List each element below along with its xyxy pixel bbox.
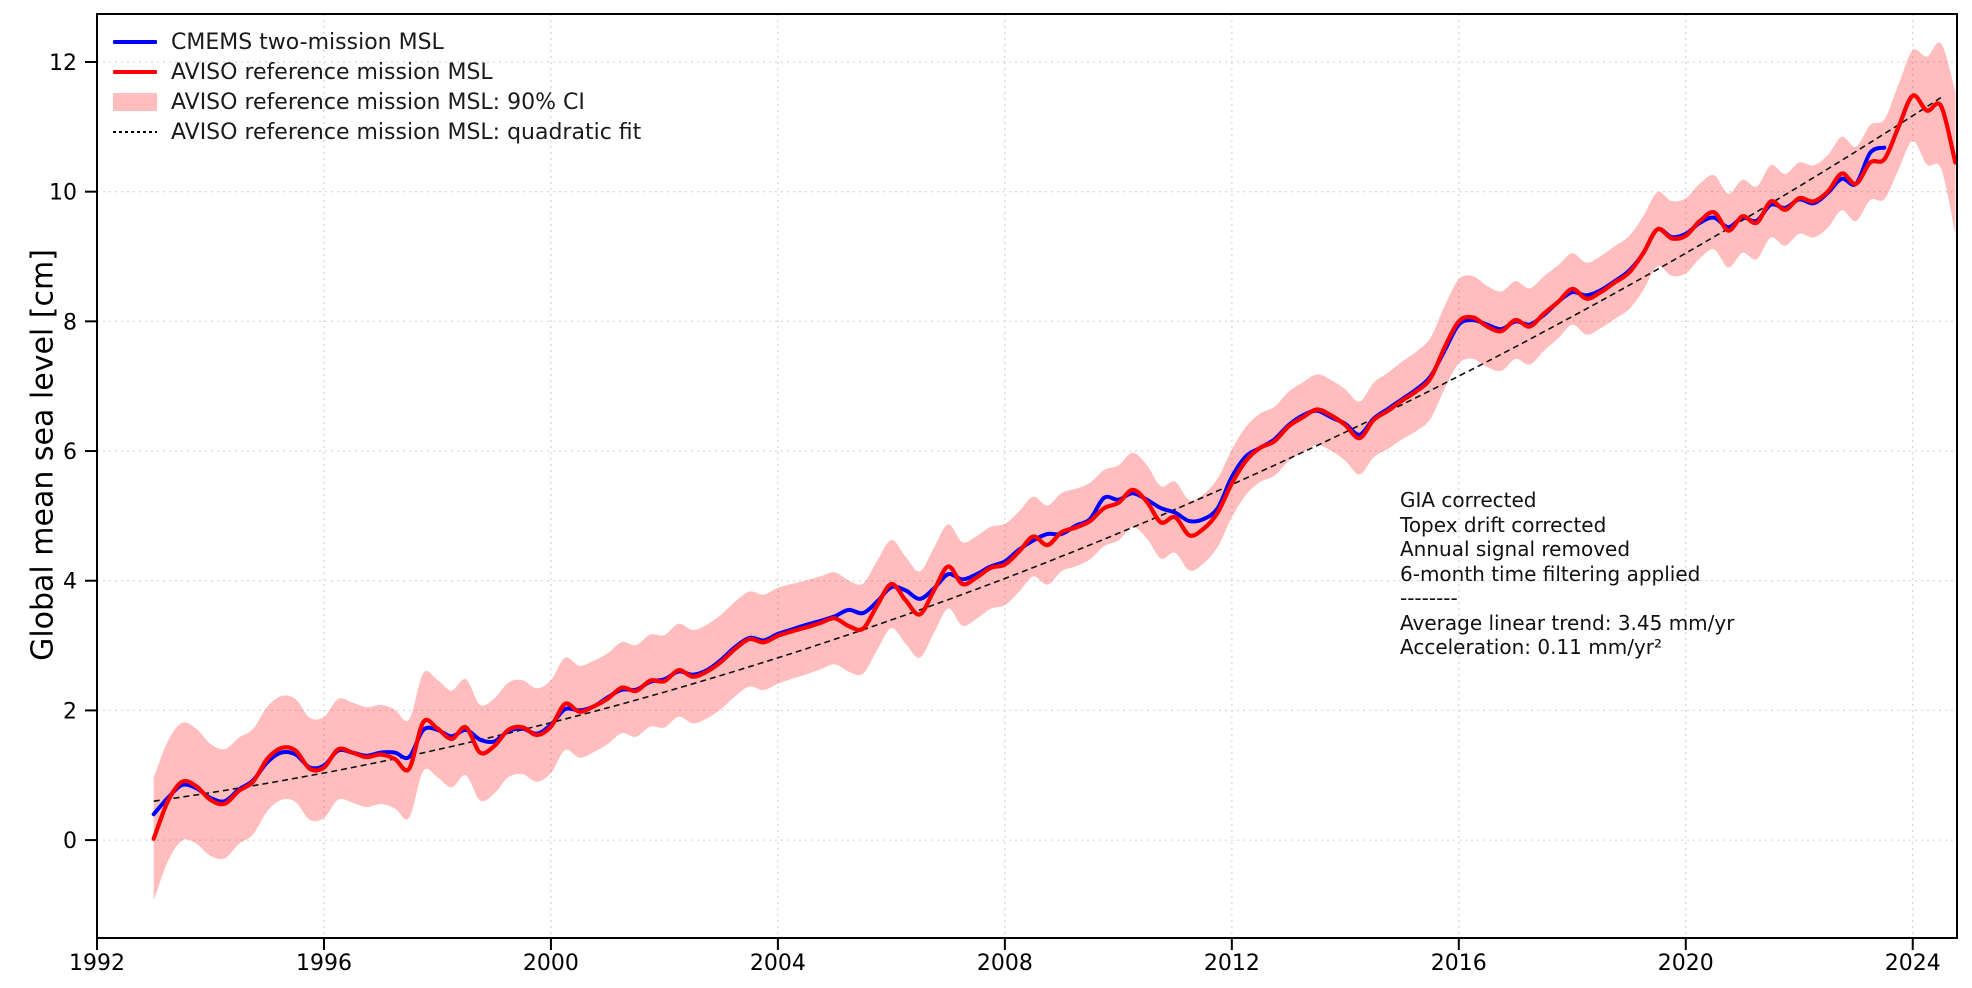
x-tick-label: 2024 — [1885, 951, 1941, 976]
y-tick-label: 10 — [49, 181, 77, 206]
legend: CMEMS two-mission MSL AVISO reference mi… — [113, 27, 641, 147]
legend-label-aviso: AVISO reference mission MSL — [171, 59, 493, 85]
y-axis-label: Global mean sea level [cm] — [25, 249, 61, 661]
x-tick-label: 2012 — [1204, 951, 1260, 976]
legend-label-fit: AVISO reference mission MSL: quadratic f… — [171, 119, 642, 145]
aviso-msl-curve — [151, 93, 1957, 841]
annotation-line-separator: -------- — [1400, 586, 1458, 610]
y-tick-label: 0 — [63, 829, 77, 854]
x-tick-label: 1992 — [69, 951, 125, 976]
legend-label-cmems: CMEMS two-mission MSL — [171, 29, 444, 55]
legend-dash-sample — [113, 131, 157, 133]
annotation-line-filtering: 6-month time filtering applied — [1400, 561, 1701, 586]
annotation-line-acceleration: Acceleration: 0.11 mm/yr² — [1400, 635, 1663, 659]
legend-item-fit: AVISO reference mission MSL: quadratic f… — [113, 117, 641, 147]
legend-item-ci: AVISO reference mission MSL: 90% CI — [113, 87, 641, 117]
y-tick-label: 8 — [63, 310, 77, 335]
annotation-line-annual: Annual signal removed — [1400, 537, 1631, 561]
legend-item-aviso: AVISO reference mission MSL — [113, 57, 641, 87]
legend-line-sample-blue — [113, 40, 157, 44]
annotation-line-topex: Topex drift corrected — [1400, 512, 1607, 537]
annotation-line-gia: GIA corrected — [1400, 488, 1537, 512]
x-tick-label: 2020 — [1658, 951, 1714, 976]
legend-line-sample-red — [113, 70, 157, 74]
y-tick-label: 4 — [63, 570, 77, 595]
legend-patch-sample-pink — [113, 93, 157, 111]
x-tick-label: 1996 — [296, 951, 352, 976]
annotation-line-trend: Average linear trend: 3.45 mm/yr — [1400, 610, 1735, 635]
y-tick-label: 12 — [49, 51, 77, 76]
legend-label-ci: AVISO reference mission MSL: 90% CI — [171, 89, 585, 115]
axes-spines — [96, 13, 1958, 939]
annotation-block: GIA corrected Topex drift corrected Annu… — [1400, 488, 1734, 660]
legend-item-cmems: CMEMS two-mission MSL — [113, 27, 641, 57]
ci-band — [153, 42, 1956, 901]
x-tick-label: 2000 — [523, 951, 579, 976]
quadratic-fit-line — [153, 96, 1942, 802]
x-tick-label: 2016 — [1431, 951, 1487, 976]
x-tick-label: 2004 — [750, 951, 806, 976]
x-tick-label: 2008 — [977, 951, 1033, 976]
y-tick-label: 2 — [63, 699, 77, 724]
y-tick-label: 6 — [63, 440, 77, 465]
